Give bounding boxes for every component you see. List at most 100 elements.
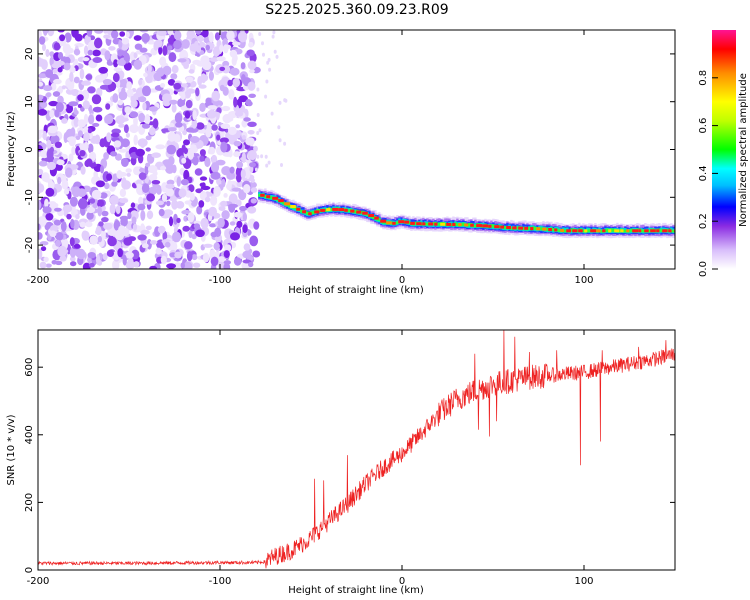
heatmap-track-peak (626, 229, 630, 233)
heatmap-noise-cell (172, 231, 181, 243)
heatmap-noise-cell (38, 36, 46, 45)
heatmap-noise-cell (38, 30, 42, 39)
heatmap-noise-cell (118, 148, 128, 153)
heatmap-noise-cell (107, 236, 117, 247)
heatmap-noise-cell (81, 80, 91, 86)
heatmap-noise-cell (249, 165, 254, 173)
heatmap-noise-cell (53, 78, 62, 85)
heatmap-noise-cell (133, 35, 142, 41)
heatmap-noise-region (38, 30, 288, 269)
heatmap-noise-cell (181, 157, 187, 164)
heatmap-noise-cell (87, 128, 92, 134)
heatmap-noise-cell (63, 188, 70, 195)
heatmap-noise-cell (45, 213, 54, 221)
heatmap-noise-cell (79, 150, 86, 157)
snr-y-tick-label: 600 (24, 358, 35, 377)
heatmap-noise-cell (66, 213, 72, 220)
heatmap-track-cell (444, 223, 447, 226)
heatmap-noise-cell (169, 99, 178, 105)
heatmap-noise-cell (38, 200, 42, 210)
heatmap-noise-cell (73, 76, 80, 84)
heatmap-noise-cell (38, 216, 47, 227)
heatmap-noise-speck (284, 98, 288, 103)
colorbar-tick-label: 0.2 (698, 213, 709, 229)
heatmap-noise-cell (168, 156, 175, 166)
heatmap-noise-cell (91, 189, 102, 200)
heatmap-noise-cell (219, 137, 229, 144)
heatmap-noise-cell (199, 155, 205, 162)
heatmap-noise-cell (133, 134, 138, 146)
heatmap-noise-cell (191, 118, 198, 129)
heatmap-track-cell (648, 229, 651, 233)
heatmap-noise-speck (278, 100, 282, 105)
heatmap-noise-cell (175, 122, 183, 128)
heatmap-track-peak (608, 229, 612, 233)
heatmap-noise-cell (59, 255, 67, 262)
heatmap-noise-cell (229, 221, 236, 226)
heatmap-noise-cell (253, 221, 260, 230)
heatmap-noise-cell (187, 184, 195, 193)
heatmap-noise-cell (38, 152, 41, 157)
heatmap-noise-cell (114, 229, 125, 241)
heatmap-noise-cell (228, 89, 235, 100)
spectrogram-y-label: Frequency (Hz) (6, 111, 17, 187)
heatmap-noise-cell (162, 93, 172, 103)
heatmap-track-cell (552, 228, 555, 232)
heatmap-noise-cell (204, 196, 211, 203)
heatmap-noise-speck (256, 87, 260, 92)
heatmap-noise-cell (62, 204, 73, 213)
heatmap-noise-cell (69, 256, 76, 262)
heatmap-noise-cell (145, 225, 152, 231)
heatmap-noise-cell (228, 148, 233, 158)
heatmap-track-cell (312, 211, 315, 214)
heatmap-noise-cell (92, 122, 100, 127)
heatmap-noise-cell (65, 103, 74, 114)
spectrogram-y-tick-label: 0 (24, 146, 35, 152)
heatmap-track-cell (372, 216, 375, 219)
heatmap-noise-cell (157, 225, 166, 234)
heatmap-noise-cell (109, 203, 116, 215)
heatmap-noise-cell (223, 250, 230, 259)
heatmap-noise-cell (82, 100, 90, 110)
heatmap-noise-cell (100, 165, 104, 174)
heatmap-track-peak (368, 214, 374, 217)
heatmap-noise-cell (213, 100, 224, 107)
heatmap-noise-cell (85, 221, 93, 228)
heatmap-noise-cell (49, 109, 55, 119)
heatmap-track-cell (588, 228, 591, 232)
heatmap-track-peak (416, 222, 422, 226)
heatmap-noise-cell (187, 212, 195, 223)
heatmap-noise-cell (100, 229, 106, 241)
heatmap-noise-cell (38, 144, 43, 152)
heatmap-noise-cell (130, 99, 138, 108)
heatmap-noise-cell (180, 178, 189, 186)
heatmap-noise-cell (73, 48, 81, 56)
heatmap-noise-cell (71, 30, 79, 38)
heatmap-noise-cell (231, 187, 242, 192)
heatmap-track-cell (324, 209, 327, 212)
heatmap-track-cell (624, 229, 627, 233)
heatmap-noise-cell (165, 183, 175, 189)
heatmap-noise-cell (98, 66, 108, 74)
heatmap-noise-cell (56, 159, 65, 166)
heatmap-track-peak (482, 224, 489, 228)
heatmap-noise-cell (140, 210, 146, 221)
heatmap-track-peak (422, 222, 426, 226)
heatmap-noise-cell (115, 115, 126, 125)
heatmap-noise-cell (116, 170, 123, 179)
heatmap-noise-cell (118, 90, 128, 101)
heatmap-noise-cell (91, 94, 102, 105)
heatmap-noise-cell (176, 148, 186, 158)
heatmap-noise-cell (155, 247, 162, 255)
snr-x-tick-label: 0 (399, 576, 405, 587)
heatmap-noise-speck (265, 163, 269, 168)
heatmap-noise-cell (227, 179, 232, 191)
heatmap-track-peak (374, 216, 379, 220)
heatmap-noise-cell (55, 163, 63, 171)
heatmap-noise-cell (121, 158, 129, 167)
heatmap-noise-cell (51, 62, 61, 69)
heatmap-track-peak (530, 227, 534, 231)
heatmap-noise-cell (195, 188, 203, 194)
heatmap-track-cell (610, 228, 613, 232)
snr-y-tick-label: 0 (24, 567, 35, 573)
